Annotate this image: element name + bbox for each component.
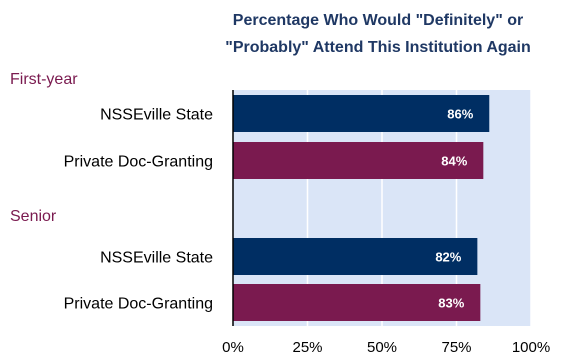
- bar: [233, 95, 490, 132]
- data-label: 82%: [435, 250, 461, 265]
- category-label: NSSEville State: [100, 250, 213, 267]
- group-label: First-year: [10, 71, 78, 88]
- category-label: Private Doc-Granting: [64, 296, 213, 313]
- bar: [233, 284, 481, 321]
- data-label: 86%: [447, 107, 473, 122]
- group-label: Senior: [10, 208, 57, 225]
- x-tick-label: 100%: [512, 339, 550, 356]
- category-label: Private Doc-Granting: [64, 154, 213, 171]
- category-label: NSSEville State: [100, 107, 213, 124]
- data-label: 84%: [441, 154, 467, 169]
- x-tick-label: 0%: [222, 339, 244, 356]
- x-tick-label: 75%: [441, 339, 471, 356]
- x-tick-label: 50%: [367, 339, 397, 356]
- bar: [233, 238, 478, 275]
- data-label: 83%: [438, 296, 464, 311]
- plot-area: First-year NSSEville State 86% Private Doc-…: [10, 71, 550, 356]
- chart-title-line-2: "Probably" Attend This Institution Again: [225, 39, 531, 56]
- bar: [233, 142, 484, 179]
- chart-title-line-1: Percentage Who Would "Definitely" or: [233, 12, 523, 29]
- x-tick-label: 25%: [292, 339, 322, 356]
